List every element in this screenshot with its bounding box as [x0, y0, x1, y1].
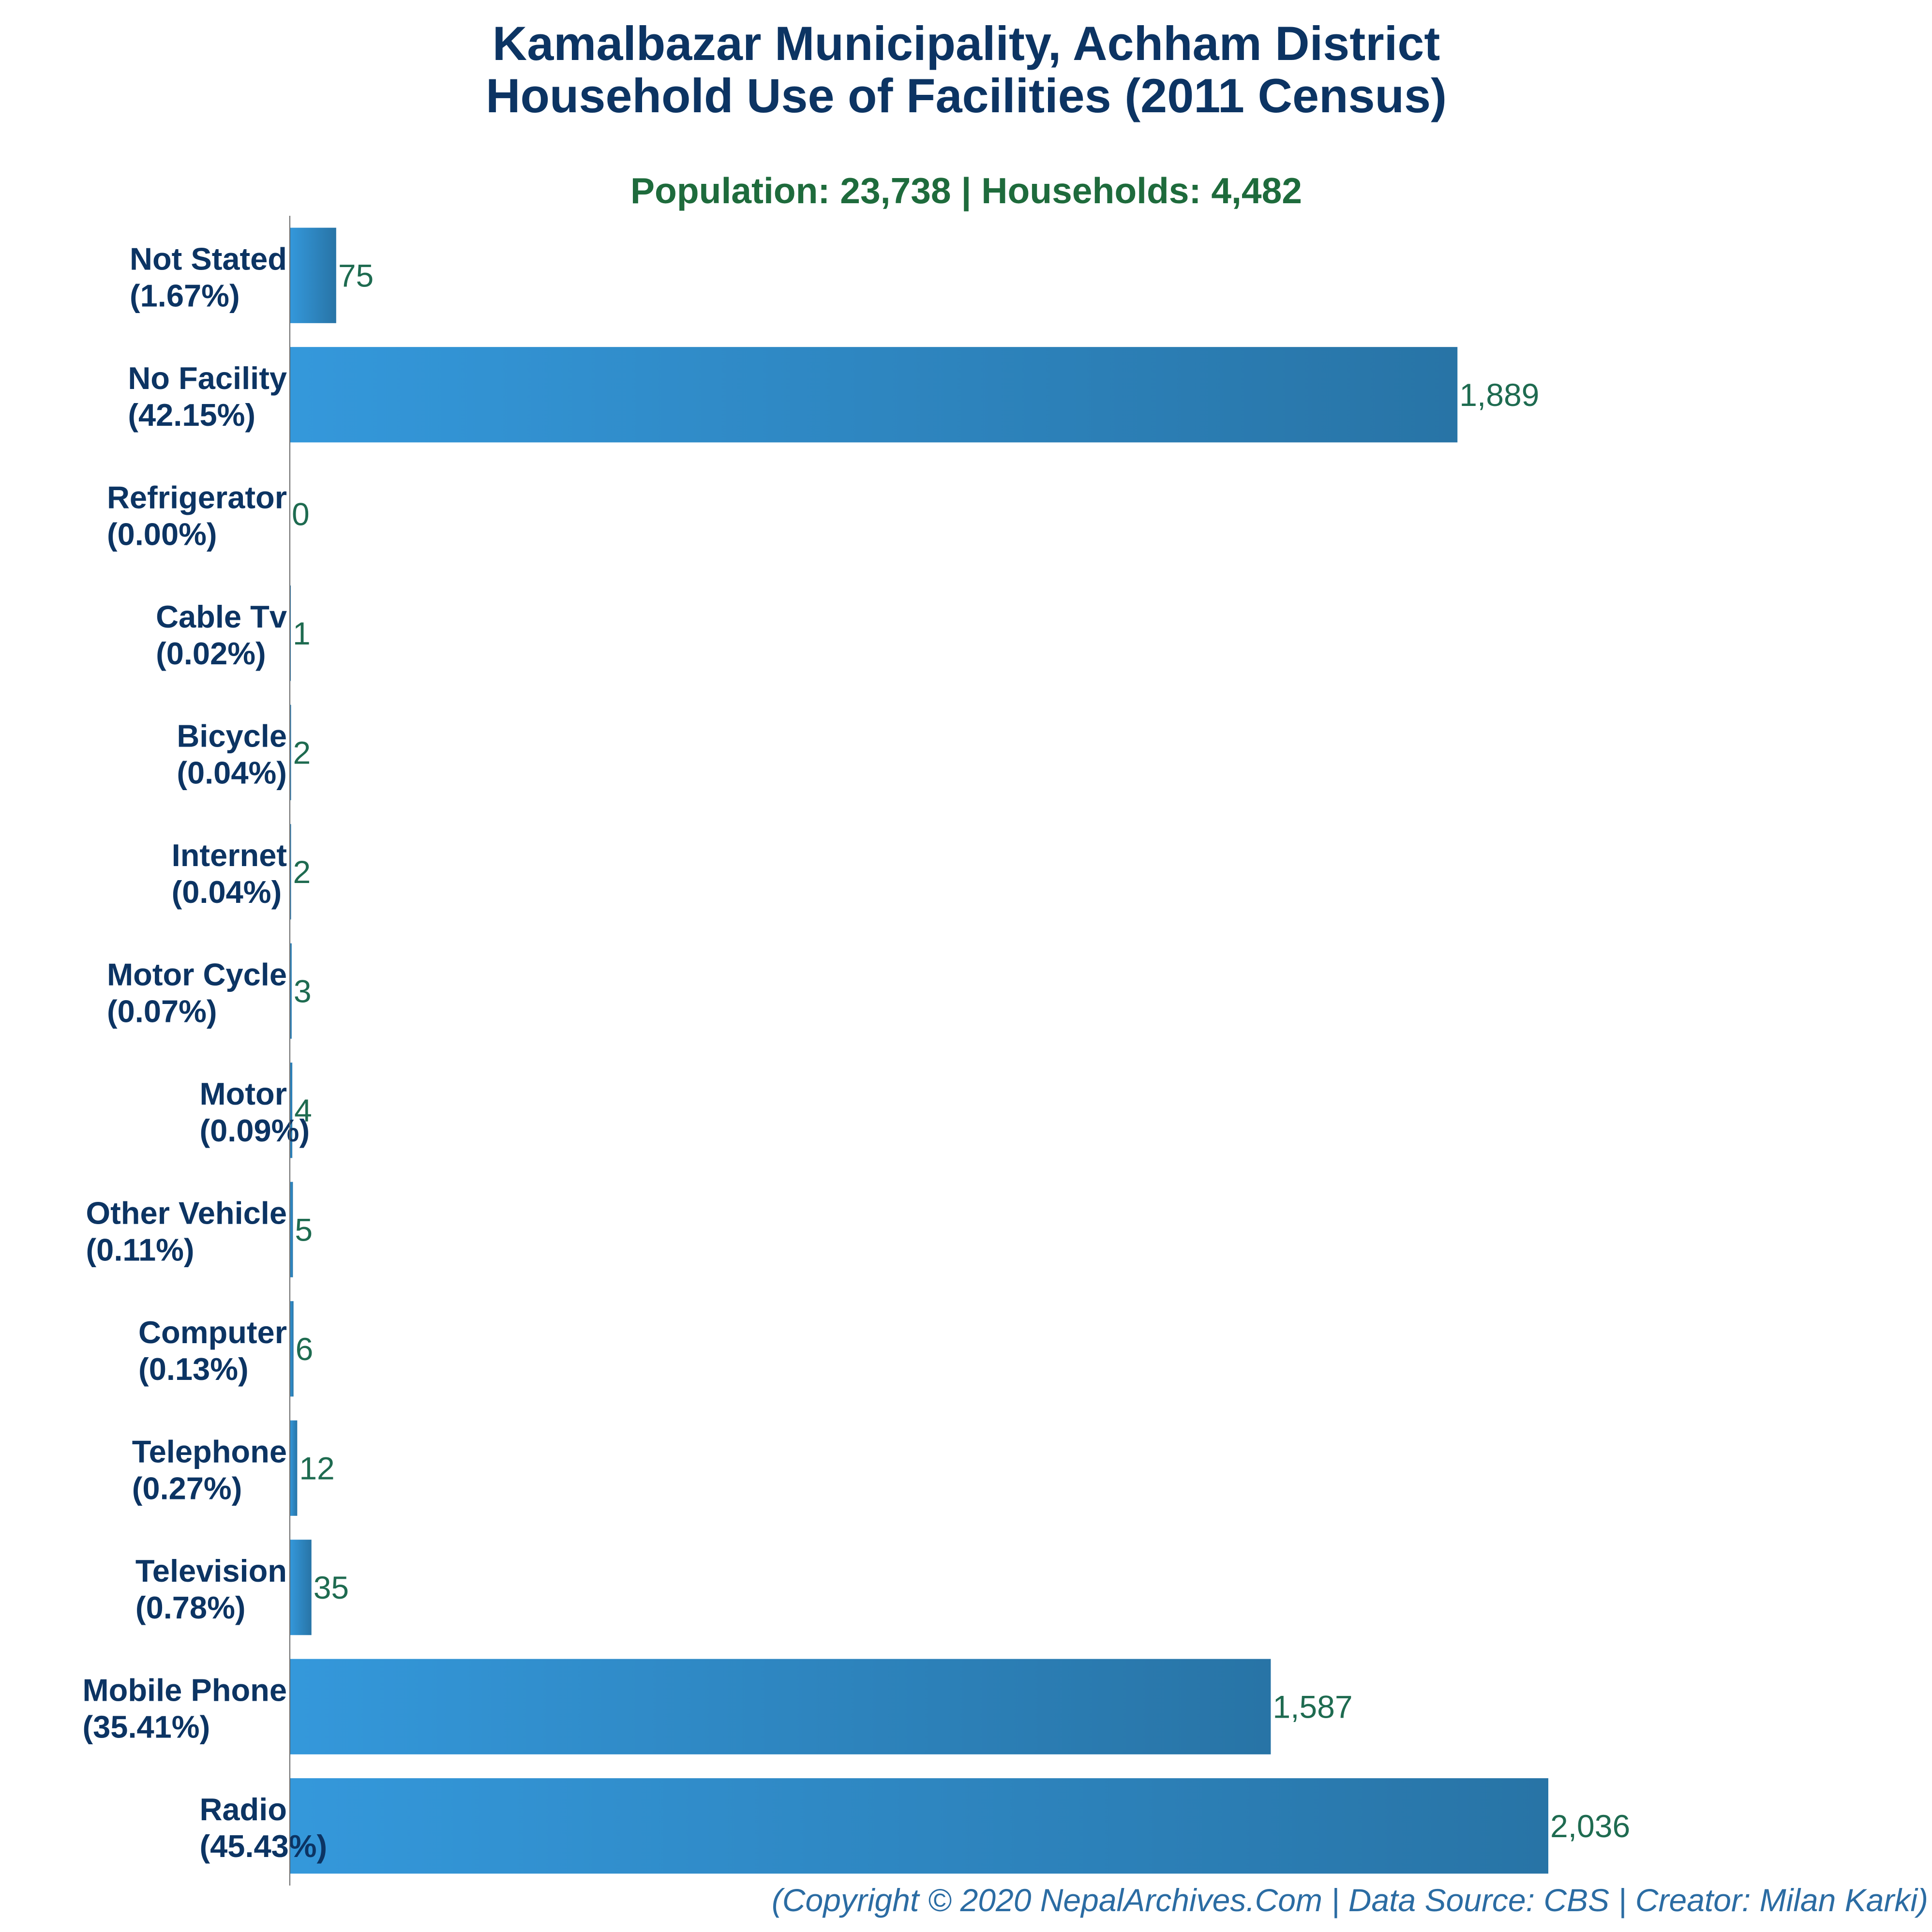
- category-label: Television: [135, 1553, 287, 1588]
- category-label: Telephone: [132, 1434, 287, 1469]
- category-label: Refrigerator: [107, 479, 287, 515]
- value-label: 4: [294, 1093, 312, 1128]
- category-label: Cable Tv: [156, 599, 287, 634]
- value-label: 0: [292, 496, 310, 532]
- value-label: 2: [293, 854, 311, 890]
- bar-telephone: [290, 1420, 298, 1516]
- bar-no-facility: [290, 347, 1458, 443]
- bar-motor-cycle: [290, 943, 292, 1039]
- bar-motor: [290, 1063, 293, 1158]
- category-label: Mobile Phone: [83, 1672, 287, 1707]
- value-label: 6: [296, 1331, 314, 1367]
- chart-title-line-1: Kamalbazar Municipality, Achham District: [493, 16, 1440, 70]
- category-label: Computer: [138, 1315, 287, 1350]
- category-percent-label: (45.43%): [199, 1828, 327, 1864]
- value-label: 75: [338, 257, 374, 293]
- bars-group: [290, 227, 1548, 1874]
- chart-subtitle: Population: 23,738 | Households: 4,482: [630, 170, 1302, 211]
- value-label: 1,587: [1273, 1689, 1352, 1724]
- bar-other-vehicle: [290, 1182, 293, 1277]
- category-label: Radio: [199, 1792, 287, 1827]
- footer-credit: (Copyright © 2020 NepalArchives.Com | Da…: [772, 1882, 1928, 1919]
- value-label: 3: [294, 973, 312, 1009]
- category-percent-label: (0.13%): [138, 1351, 249, 1387]
- bar-mobile-phone: [290, 1659, 1271, 1754]
- chart-title-line-2: Household Use of Facilities (2011 Census…: [486, 69, 1447, 122]
- category-label: Other Vehicle: [86, 1195, 287, 1230]
- category-label: Motor Cycle: [107, 957, 287, 992]
- category-percent-label: (0.09%): [200, 1113, 310, 1148]
- category-percent-label: (0.78%): [135, 1590, 246, 1625]
- value-label: 1,889: [1459, 377, 1539, 413]
- category-percent-label: (42.15%): [128, 397, 255, 433]
- category-percent-label: (0.00%): [107, 516, 217, 552]
- bar-internet: [290, 824, 291, 920]
- value-label: 2,036: [1550, 1808, 1630, 1844]
- category-label: No Facility: [128, 360, 287, 396]
- category-percent-label: (0.04%): [177, 755, 287, 790]
- value-label: 1: [293, 615, 311, 651]
- value-label: 5: [295, 1212, 313, 1247]
- bar-radio: [290, 1778, 1548, 1874]
- category-label: Motor: [200, 1076, 287, 1111]
- bar-computer: [290, 1301, 294, 1397]
- value-label: 12: [299, 1450, 334, 1486]
- category-percent-label: (0.11%): [86, 1232, 195, 1267]
- bar-television: [290, 1540, 312, 1635]
- category-label: Bicycle: [177, 718, 287, 753]
- category-percent-label: (0.04%): [172, 874, 282, 910]
- category-percent-label: (1.67%): [130, 278, 240, 313]
- category-label: Not Stated: [130, 241, 287, 276]
- value-label: 35: [314, 1570, 349, 1605]
- category-percent-label: (35.41%): [83, 1709, 210, 1744]
- value-label: 2: [293, 734, 311, 770]
- bar-not-stated: [290, 227, 336, 323]
- bar-bicycle: [290, 704, 291, 800]
- category-label: Internet: [172, 838, 287, 873]
- category-percent-label: (0.27%): [132, 1470, 242, 1506]
- category-percent-label: (0.02%): [156, 636, 266, 671]
- category-percent-label: (0.07%): [107, 993, 217, 1029]
- category-labels-group: Not Stated(1.67%) No Facility(42.15%) Refr…: [83, 241, 328, 1864]
